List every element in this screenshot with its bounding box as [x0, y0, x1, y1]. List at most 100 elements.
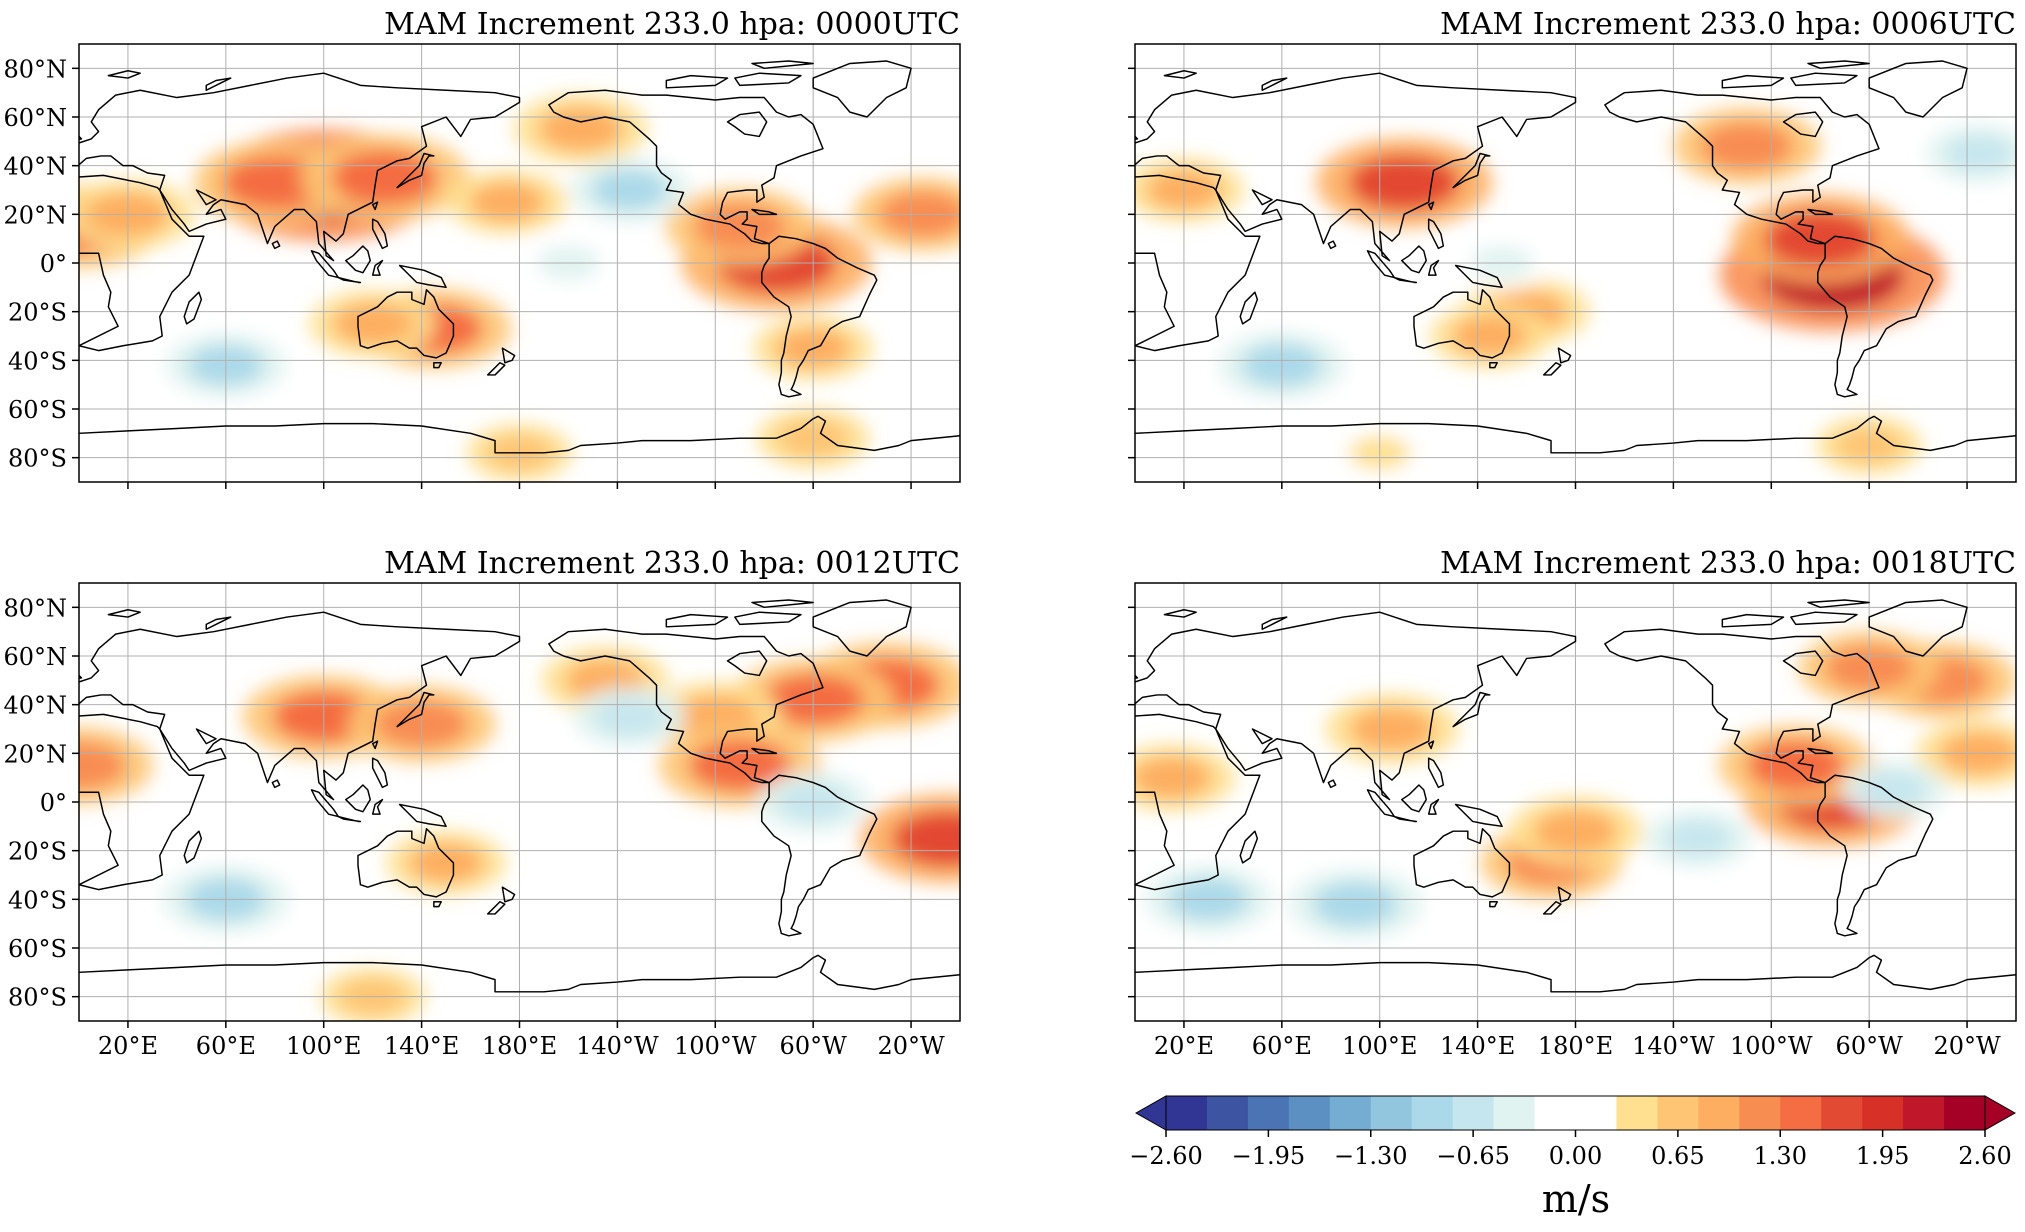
- colorbar-segment: [1821, 1096, 1863, 1130]
- panel-title: MAM Increment 233.0 hpa: 0018UTC: [1440, 546, 2016, 581]
- increment-core: [408, 842, 484, 883]
- colorbar-tick-label: −1.30: [1334, 1142, 1408, 1170]
- increment-core: [892, 810, 960, 867]
- colorbar-tick-label: 1.30: [1754, 1142, 1807, 1170]
- lon-tick-label: 20°W: [877, 1032, 945, 1060]
- panel-title: MAM Increment 233.0 hpa: 0000UTC: [384, 7, 960, 42]
- lat-tick-label: 80°S: [8, 445, 67, 473]
- increment-core: [331, 150, 438, 205]
- gridlines: [79, 44, 960, 482]
- colorbar-segment: [1206, 1096, 1249, 1130]
- colorbar-segment: [1903, 1096, 1945, 1130]
- lon-tick-label: 20°E: [1154, 1032, 1214, 1060]
- panel-title: MAM Increment 233.0 hpa: 0006UTC: [1440, 7, 2016, 42]
- lon-tick-label: 20°E: [98, 1032, 158, 1060]
- colorbar-tick-label: −0.65: [1436, 1142, 1510, 1170]
- increment-core: [1860, 771, 1927, 808]
- increment-core: [1747, 740, 1845, 791]
- colorbar-max-arrow: [1984, 1095, 2017, 1131]
- colorbar-tick-label: 2.60: [1958, 1142, 2011, 1170]
- colorbar: −2.60 −1.95 −1.30 −0.65 0.00 0.65 1.30 1.95 2.60: [1129, 1095, 2017, 1170]
- lon-tick-label: 60°W: [780, 1032, 848, 1060]
- colorbar-tick-label: 1.95: [1856, 1142, 1909, 1170]
- lat-tick-label: 60°N: [3, 104, 67, 132]
- increment-core: [223, 156, 326, 209]
- increment-core: [594, 697, 666, 736]
- lat-tick-label: 20°N: [3, 740, 67, 768]
- axis-ticks: [72, 606, 912, 1028]
- increment-core: [1946, 135, 2013, 172]
- lat-tick-label: 60°S: [8, 396, 67, 424]
- lon-tick-label: 140°E: [1440, 1032, 1515, 1060]
- panel-0000utc: MAM Increment 233.0 hpa: 0000UTC 80°N 60°N…: [3, 7, 961, 489]
- lon-tick-label: 60°E: [1252, 1032, 1312, 1060]
- colorbar-segment: [1739, 1096, 1781, 1130]
- increment-core: [1349, 707, 1434, 751]
- gridlines: [79, 583, 960, 1021]
- increment-core: [1452, 316, 1528, 356]
- colorbar-tick-label: −2.60: [1129, 1142, 1203, 1170]
- colorbar-segment: [1698, 1096, 1740, 1130]
- colorbar-segment: [1862, 1096, 1904, 1130]
- lon-tick-label: 60°W: [1836, 1032, 1904, 1060]
- increment-core: [693, 202, 787, 251]
- lat-tick-label: 20°S: [8, 838, 67, 866]
- colorbar-segment: [1370, 1096, 1413, 1130]
- increment-core: [332, 302, 413, 345]
- lat-tick-label: 60°N: [3, 643, 67, 671]
- lat-tick-label: 80°N: [3, 594, 67, 622]
- lat-tick-label: 40°S: [8, 886, 67, 914]
- increment-core: [1135, 756, 1212, 799]
- lon-tick-label: 180°E: [1538, 1032, 1613, 1060]
- colorbar-min-arrow: [1134, 1095, 1167, 1131]
- lat-tick-label: 20°S: [8, 299, 67, 327]
- increment-core: [1348, 154, 1460, 211]
- increment-core: [1664, 820, 1732, 857]
- panel-0006utc: MAM Increment 233.0 hpa: 0006UTC: [1128, 7, 2017, 489]
- increment-core: [1313, 882, 1398, 927]
- colorbar-tick-label: 0.00: [1549, 1142, 1602, 1170]
- colorbar-segment: [1657, 1096, 1699, 1130]
- increment-core: [469, 182, 545, 223]
- colorbar-tick-label: −1.95: [1232, 1142, 1306, 1170]
- increment-core: [1765, 210, 1876, 267]
- lat-tick-label: 40°N: [3, 692, 67, 720]
- lon-tick-label: 100°W: [674, 1032, 757, 1060]
- gridlines: [1135, 44, 2016, 482]
- colorbar-tick-label: 0.65: [1651, 1142, 1704, 1170]
- colorbar-segment: [1288, 1096, 1331, 1130]
- colorbar-segment: [1780, 1096, 1822, 1130]
- lon-tick-label: 20°W: [1933, 1032, 2001, 1060]
- panel-0018utc: MAM Increment 233.0 hpa: 0018UTC 20°E 60°E…: [1128, 546, 2017, 1060]
- axis-ticks: [1128, 67, 1968, 489]
- lon-tick-label: 60°E: [196, 1032, 256, 1060]
- panels-layer: MAM Increment 233.0 hpa: 0000UTC 80°N 60°N…: [3, 7, 2017, 1060]
- increment-core: [538, 107, 623, 152]
- colorbar-segment: [1329, 1096, 1372, 1130]
- increment-core: [688, 739, 791, 792]
- colorbar-segment: [1166, 1096, 1208, 1130]
- lat-tick-label: 40°S: [8, 347, 67, 375]
- increment-core: [592, 170, 668, 210]
- colorbar-segment: [1575, 1096, 1617, 1130]
- colorbar-segment: [1534, 1096, 1576, 1130]
- colorbar-unit-label: m/s: [1542, 1177, 1610, 1221]
- colorbar-segment: [1247, 1096, 1290, 1130]
- lon-tick-label: 180°E: [482, 1032, 557, 1060]
- colorbar-segment: [1944, 1096, 1986, 1130]
- colorbar-segment: [1452, 1096, 1495, 1130]
- lat-tick-label: 0°: [40, 789, 67, 817]
- colorbar-segment: [1411, 1096, 1454, 1130]
- panel-title: MAM Increment 233.0 hpa: 0012UTC: [384, 546, 960, 581]
- lon-tick-label: 140°W: [1632, 1032, 1715, 1060]
- axis-ticks: [1128, 606, 1968, 1028]
- lon-tick-label: 100°W: [1730, 1032, 1813, 1060]
- lat-tick-label: 60°S: [8, 935, 67, 963]
- colorbar-segment: [1493, 1096, 1536, 1130]
- lat-tick-label: 80°S: [8, 984, 67, 1012]
- increment-core: [1700, 122, 1794, 171]
- lat-tick-label: 80°N: [3, 55, 67, 83]
- axis-ticks: [72, 67, 912, 489]
- lon-tick-label: 100°E: [1342, 1032, 1417, 1060]
- lat-tick-label: 40°N: [3, 153, 67, 181]
